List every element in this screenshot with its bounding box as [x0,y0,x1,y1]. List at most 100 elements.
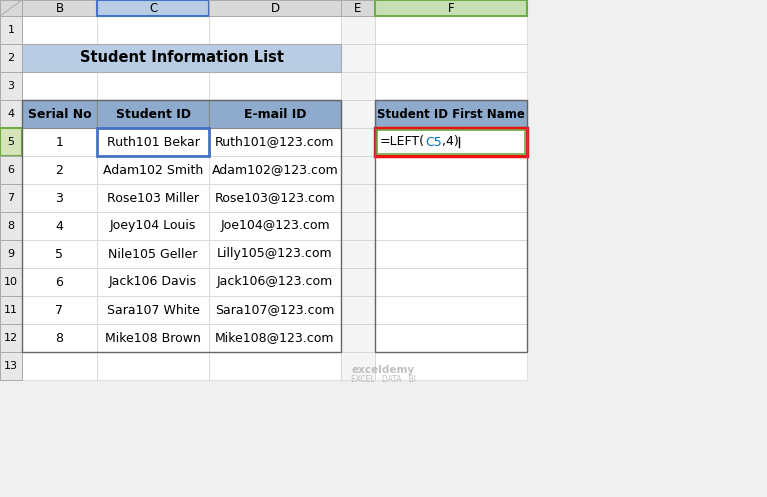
Text: 10: 10 [4,277,18,287]
Bar [375,100,527,352]
Bar [22,240,97,268]
Bar [22,296,97,324]
Text: Joey104 Louis: Joey104 Louis [110,220,196,233]
Bar [209,352,341,380]
Text: 5: 5 [55,248,64,260]
Bar [0,128,22,156]
Text: Ruth101@123.com: Ruth101@123.com [216,136,334,149]
Bar [22,324,97,352]
Bar [341,352,375,380]
Bar [209,212,341,240]
Bar [375,352,527,380]
Bar [341,240,375,268]
Bar [209,212,341,240]
Text: D: D [271,1,279,14]
Text: 11: 11 [4,305,18,315]
Bar [375,324,527,352]
Text: ,4): ,4) [442,136,459,149]
Bar [0,296,22,324]
Text: Lilly105@123.com: Lilly105@123.com [217,248,333,260]
Bar [22,156,97,184]
Text: Ruth101 Bekar: Ruth101 Bekar [107,136,199,149]
Bar [375,184,527,212]
Bar [209,268,341,296]
Bar [375,128,527,156]
Bar [22,240,97,268]
Bar [341,100,375,128]
Bar [97,128,209,156]
Bar [97,296,209,324]
Bar [209,0,341,16]
Text: 2: 2 [8,53,15,63]
Bar [341,16,375,44]
Bar [22,324,97,352]
Bar [341,16,375,44]
Text: Student ID: Student ID [116,107,190,120]
Bar [22,128,97,156]
Text: Serial No: Serial No [28,107,91,120]
Text: exceldemy: exceldemy [352,365,415,375]
Bar [22,212,97,240]
Bar [97,100,209,128]
Text: E-mail ID: E-mail ID [244,107,306,120]
Bar [22,212,97,240]
Bar [341,240,375,268]
Text: 1: 1 [8,25,15,35]
Bar [22,156,97,184]
Text: Joe104@123.com: Joe104@123.com [220,220,330,233]
Bar [209,324,341,352]
Bar [375,296,527,324]
Text: 13: 13 [4,361,18,371]
Bar [341,44,375,72]
Bar [22,352,97,380]
Bar [341,212,375,240]
Bar [209,100,341,128]
Bar [341,0,375,16]
Bar [97,128,209,156]
Bar [22,184,97,212]
Bar [341,324,375,352]
Bar [22,184,97,212]
Bar [209,184,341,212]
Bar [0,352,22,380]
Bar [22,268,97,296]
Bar [375,240,527,268]
Bar [209,156,341,184]
Text: Adam102@123.com: Adam102@123.com [212,164,338,176]
Bar [209,128,341,156]
Bar [22,16,97,44]
Bar [341,268,375,296]
Text: F: F [448,1,454,14]
Text: C: C [149,1,157,14]
Bar [375,212,527,240]
Bar [375,100,527,128]
Bar [375,72,527,100]
Bar [375,268,527,296]
Bar [209,184,341,212]
Text: Sara107@123.com: Sara107@123.com [216,304,334,317]
Text: Nile105 Geller: Nile105 Geller [108,248,198,260]
Bar [375,240,527,268]
Text: =LEFT(: =LEFT( [380,136,425,149]
Bar [209,156,341,184]
Bar [97,296,209,324]
Bar [97,352,209,380]
Text: Rose103 Miller: Rose103 Miller [107,191,199,204]
Bar [0,212,22,240]
Bar [375,156,527,184]
Bar [209,128,341,156]
Bar [375,16,527,44]
Bar [97,128,209,156]
Text: 8: 8 [55,331,64,344]
Bar [97,324,209,352]
Text: Adam102 Smith: Adam102 Smith [103,164,203,176]
Text: 6: 6 [55,275,64,288]
Bar [97,268,209,296]
Bar [375,268,527,296]
Bar [97,156,209,184]
Text: B: B [55,1,64,14]
Bar [209,100,341,128]
Bar [22,100,97,128]
Bar [22,268,97,296]
Bar [97,44,209,72]
